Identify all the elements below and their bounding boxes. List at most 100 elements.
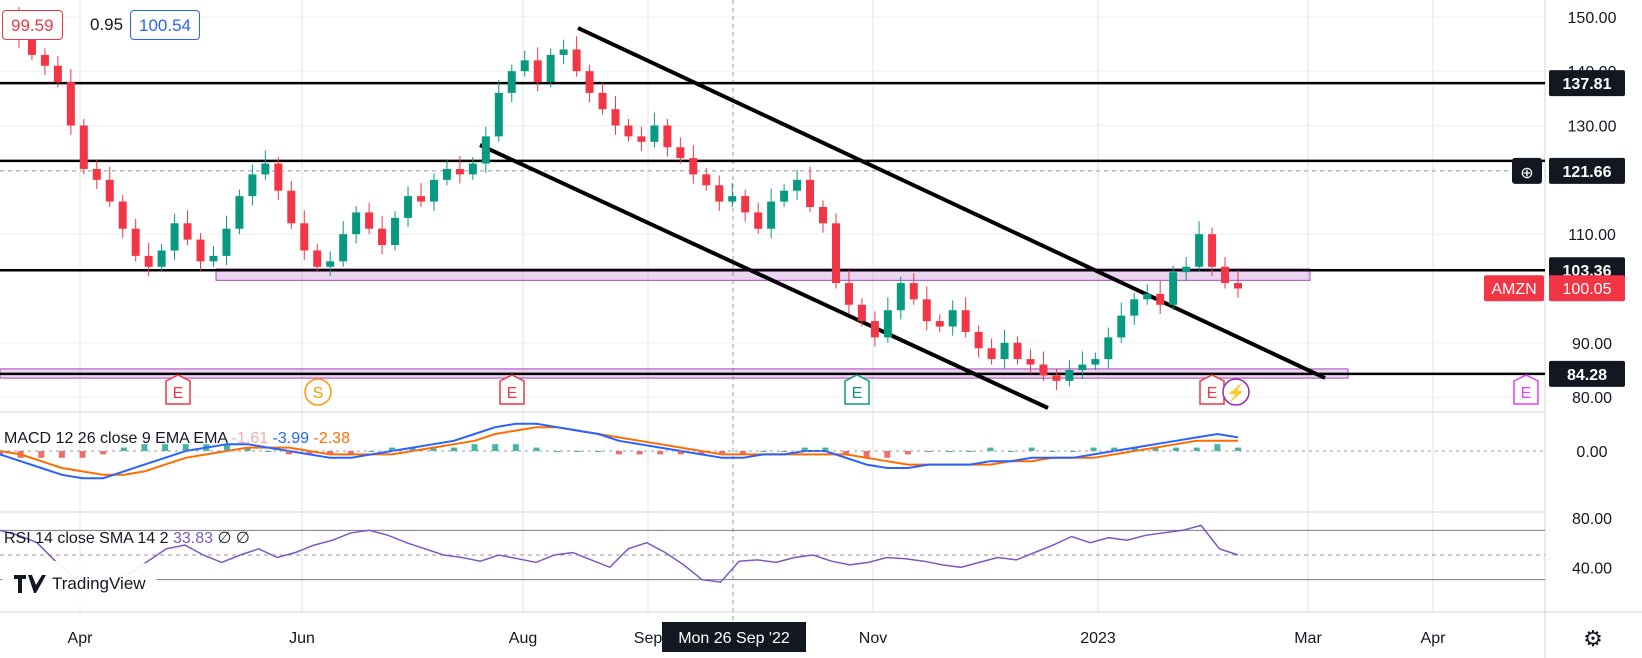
marker-label: E: [852, 385, 863, 402]
candle-body: [754, 212, 763, 229]
macd-histogram-bar: [595, 451, 602, 452]
macd-histogram-bar: [0, 451, 3, 455]
marker-label: E: [507, 385, 518, 402]
x-tick-label: Aug: [509, 630, 537, 647]
earnings-marker-icon: [844, 374, 870, 405]
last-price-label: 100.05: [1563, 281, 1612, 298]
candle-body: [572, 49, 581, 72]
macd-histogram-bar: [141, 444, 148, 451]
horizontal-levels: [0, 81, 1545, 376]
candle-body: [974, 331, 983, 349]
earnings-marker-icon: [1513, 374, 1539, 405]
macd-histogram-bar: [1028, 447, 1035, 451]
candle-body: [728, 196, 737, 202]
macd-histogram-bar: [946, 451, 953, 452]
candle-body: [131, 228, 140, 256]
candle-body: [585, 71, 594, 93]
candle-body: [1221, 266, 1230, 284]
candle-body: [118, 201, 127, 229]
candle-body: [650, 125, 659, 142]
macd-histogram-bar: [1152, 447, 1159, 451]
macd-histogram-bar: [492, 444, 499, 451]
macd-zero-label: 0.00: [1576, 444, 1607, 461]
candle-body: [1234, 283, 1242, 289]
candle-body: [248, 174, 257, 197]
plus-button: [1512, 157, 1542, 184]
candle-body: [494, 92, 503, 137]
indicator-legends: MACD 12 26 close 9 EMA EMA -1.61 -3.99 -…: [4, 430, 350, 547]
candle-body: [715, 185, 724, 202]
macd-histogram-bar: [533, 447, 540, 451]
macd-histogram-bar: [162, 444, 169, 451]
macd-histogram-bar: [657, 451, 664, 455]
macd-histogram-bar: [1214, 444, 1221, 451]
earnings-markers: E S E E E E ⚡: [165, 374, 1539, 406]
candle-body: [365, 212, 374, 229]
channel-upper-line[interactable]: [577, 26, 1326, 380]
dividend-marker-icon: [1222, 378, 1250, 406]
candle-body: [378, 228, 387, 246]
candle-body: [1091, 359, 1100, 365]
candle-body: [416, 196, 425, 202]
macd-histogram-bar: [842, 451, 849, 455]
macd-histogram-bar: [1111, 447, 1118, 451]
candle-body: [806, 179, 815, 207]
candle-body: [391, 217, 400, 246]
marker-label: E: [1207, 385, 1218, 402]
candle-body: [183, 223, 192, 240]
macd-histogram-bar: [79, 451, 86, 458]
plus-icon: ⊕: [1520, 165, 1533, 182]
candle-body: [1039, 364, 1048, 376]
earnings-marker: E: [499, 374, 525, 405]
candle-body: [702, 174, 711, 186]
earnings-marker-icon: [499, 374, 525, 405]
rsi-line: [0, 524, 1239, 585]
macd-histogram-bar: [512, 444, 519, 451]
candle-body: [53, 65, 62, 83]
channel-lower-line[interactable]: [479, 143, 1049, 410]
candle-body: [79, 125, 88, 169]
candle-body: [637, 136, 646, 142]
candle-body: [948, 310, 957, 327]
crosshair-date-label: Mon 26 Sep '22: [678, 630, 790, 647]
candle-body: [92, 168, 101, 180]
candle-body: [339, 234, 348, 262]
candle-body: [261, 163, 270, 175]
candle-body: [66, 82, 75, 126]
macd-legend-value: -3.99: [273, 430, 314, 447]
candle-body: [40, 54, 49, 66]
macd-histogram-bar: [904, 451, 911, 455]
price-tick-label: 130.00: [1568, 119, 1617, 136]
candle-body: [1013, 342, 1022, 360]
candle-body: [1208, 234, 1217, 267]
rsi-pane: 80.00 40.00: [0, 511, 1612, 585]
earnings-marker-icon: [165, 374, 191, 405]
candle-body: [857, 304, 866, 322]
level-price-tag: [1549, 360, 1625, 387]
macd-histogram-bar: [925, 451, 932, 452]
split-marker-icon: [304, 378, 332, 406]
crosshair-date-tag: [662, 622, 806, 652]
marker-label: E: [173, 385, 184, 402]
macd-histogram-bar: [1090, 447, 1097, 451]
candle-body: [767, 201, 776, 229]
candle-body: [481, 136, 490, 164]
macd-signal-line: [0, 426, 1238, 476]
candle-body: [935, 321, 944, 327]
rsi-legend-value: ∅: [217, 530, 235, 547]
earnings-marker: E: [1199, 374, 1225, 405]
candle-body: [1000, 342, 1009, 360]
earnings-marker: E: [165, 374, 191, 405]
macd-histogram-bar: [409, 447, 416, 451]
candle-body: [1078, 364, 1087, 370]
tradingview-watermark: TradingView: [2, 561, 157, 606]
x-tick-label: Jun: [289, 630, 315, 647]
candle-body: [844, 283, 853, 305]
gear-icon[interactable]: ⚙: [1583, 626, 1603, 651]
candle-body: [404, 196, 413, 218]
earnings-marker: E: [844, 374, 870, 405]
macd-histogram-bar: [223, 444, 230, 451]
candle-body: [429, 179, 438, 202]
